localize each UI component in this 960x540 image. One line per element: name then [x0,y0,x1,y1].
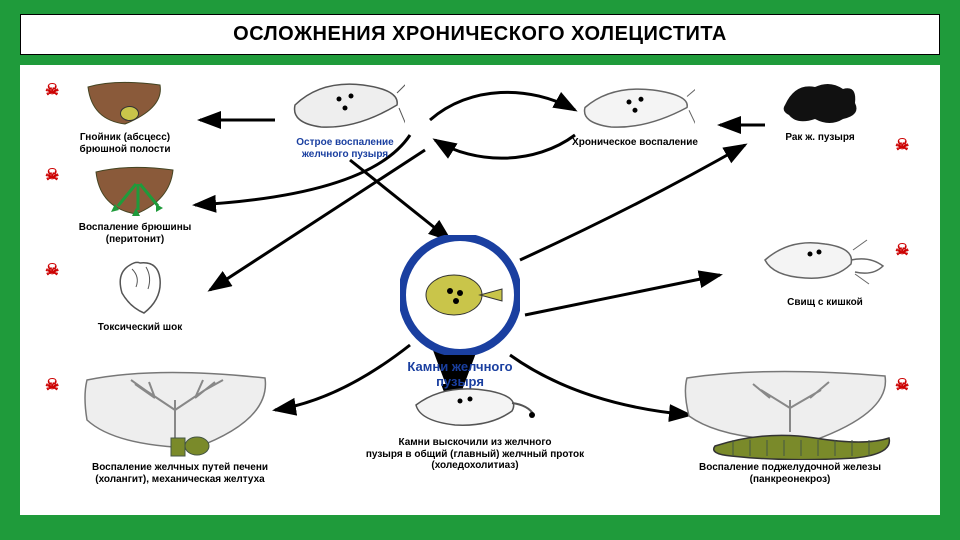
skull-icon: ☠ [45,80,59,100]
skull-icon: ☠ [895,240,909,260]
title-box: ОСЛОЖНЕНИЯ ХРОНИЧЕСКОГО ХОЛЕЦИСТИТА [20,14,940,55]
node-chronic-inflammation: Хроническое воспаление [540,80,730,149]
skull-icon: ☠ [895,135,909,155]
skull-icon: ☠ [45,375,59,395]
node-abscess: Гнойник (абсцесс) брюшной полости [60,75,190,155]
node-cancer: Рак ж. пузыря [755,75,885,144]
node-cholangitis: Воспаление желчных путей печени (холанги… [55,360,305,485]
diagram-canvas: Камни желчного пузыря Гнойник (абсцесс) … [20,65,940,515]
node-fistula: Свищ с кишкой [740,230,910,309]
node-choledocholithiasis: Камни выскочили из желчного пузыря в общ… [360,375,590,472]
outer-frame: ОСЛОЖНЕНИЯ ХРОНИЧЕСКОГО ХОЛЕЦИСТИТА Камн… [0,0,960,540]
page-title: ОСЛОЖНЕНИЯ ХРОНИЧЕСКОГО ХОЛЕЦИСТИТА [233,23,727,45]
skull-icon: ☠ [45,260,59,280]
node-pancreonecrosis: Воспаление поджелудочной железы (панкрео… [660,360,920,485]
skull-icon: ☠ [45,165,59,185]
node-acute-inflammation: Острое воспаление желчного пузыря [265,75,425,160]
skull-icon: ☠ [895,375,909,395]
node-peritonitis: Воспаление брюшины (перитонит) [60,160,210,245]
central-node: Камни желчного пузыря [400,235,520,389]
node-toxic-shock: Токсический шок [75,255,205,334]
